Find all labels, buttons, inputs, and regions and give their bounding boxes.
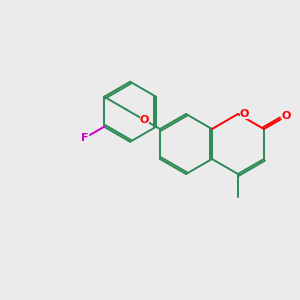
Text: F: F xyxy=(81,133,89,143)
Text: O: O xyxy=(240,109,249,119)
Text: O: O xyxy=(281,111,291,121)
Text: O: O xyxy=(140,115,149,125)
